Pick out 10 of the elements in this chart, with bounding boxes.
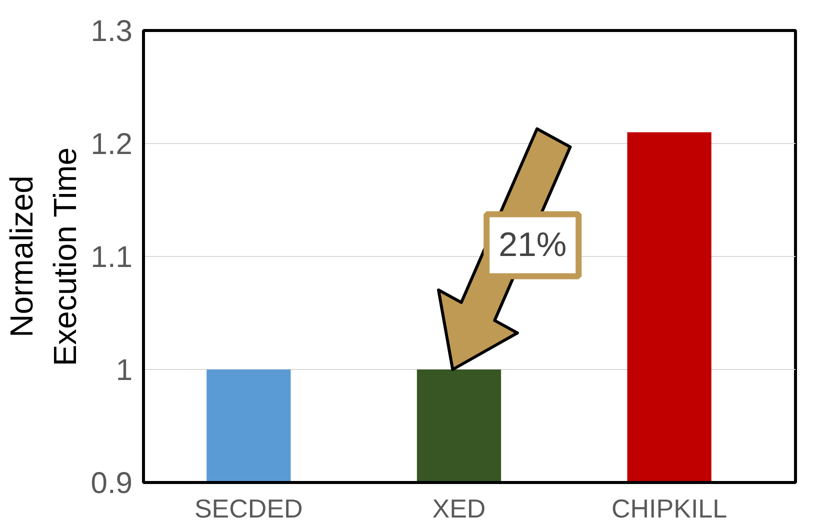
annotation: 21%	[498, 226, 567, 264]
y-tick-label: 1.2	[90, 128, 133, 161]
x-tick-label: CHIPKILL	[612, 494, 728, 524]
x-tick-label: XED	[432, 494, 486, 524]
y-axis-title: Normalized Execution Time	[4, 147, 83, 366]
x-tick-label: SECDED	[194, 494, 303, 524]
y-tick-label: 1.3	[90, 15, 133, 48]
y-tick-label: 1.1	[90, 241, 133, 274]
y-tick-label: 1	[116, 354, 133, 387]
y-tick-label: 0.9	[90, 467, 133, 500]
